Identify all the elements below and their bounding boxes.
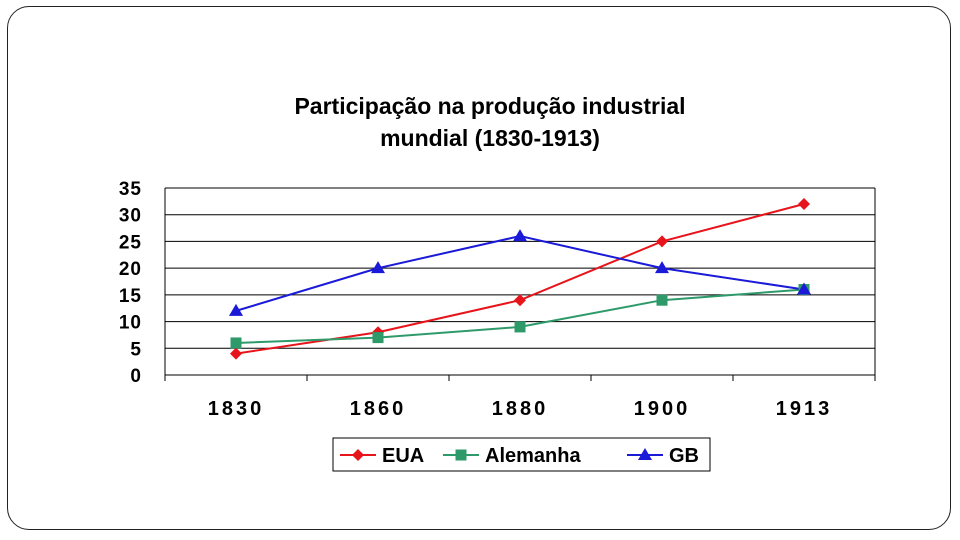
tick-labels: 0 5 10 15 20 25 30 35 1830 1860 1880 1900 1913	[119, 179, 833, 420]
legend-label-gb: GB	[669, 445, 699, 467]
legend-marker-eua	[352, 449, 364, 461]
legend-label-eua: EUA	[382, 445, 424, 467]
data-point-gb	[513, 229, 527, 242]
chart-title: Participação na produção industrial mund…	[160, 90, 820, 154]
x-tick-label: 1880	[492, 398, 549, 420]
x-tick-label: 1913	[776, 398, 833, 420]
chart-title-line1: Participação na produção industrial	[294, 93, 686, 119]
data-point-gb	[371, 261, 385, 274]
series-markers	[229, 198, 811, 360]
data-point-gb	[797, 282, 811, 295]
y-tick-label: 30	[119, 206, 142, 227]
y-tick-label: 25	[119, 232, 142, 253]
data-point-eua	[514, 294, 526, 307]
data-point-eua	[230, 347, 242, 360]
x-tick-label: 1830	[208, 398, 265, 420]
legend-label-alemanha: Alemanha	[485, 445, 581, 467]
legend-marker-alemanha	[455, 449, 467, 461]
data-point-eua	[798, 198, 810, 211]
data-point-alemanha	[230, 337, 242, 349]
y-tick-label: 10	[119, 313, 142, 334]
legend: EUA Alemanha GB	[332, 437, 711, 472]
y-tick-label: 5	[130, 339, 142, 360]
chart-title-line2: mundial (1830-1913)	[380, 125, 600, 151]
y-tick-label: 35	[119, 179, 142, 200]
y-tick-label: 15	[119, 286, 142, 307]
y-tick-label: 20	[119, 259, 142, 280]
axes	[164, 188, 876, 381]
data-point-eua	[656, 235, 668, 248]
x-tick-label: 1860	[350, 398, 407, 420]
data-point-alemanha	[656, 294, 668, 306]
data-point-gb	[655, 261, 669, 274]
x-tick-label: 1900	[634, 398, 691, 420]
data-point-gb	[229, 303, 243, 316]
y-tick-label: 0	[130, 366, 142, 387]
data-point-alemanha	[514, 321, 526, 333]
legend-marker-gb	[638, 448, 652, 460]
data-point-alemanha	[372, 332, 384, 344]
